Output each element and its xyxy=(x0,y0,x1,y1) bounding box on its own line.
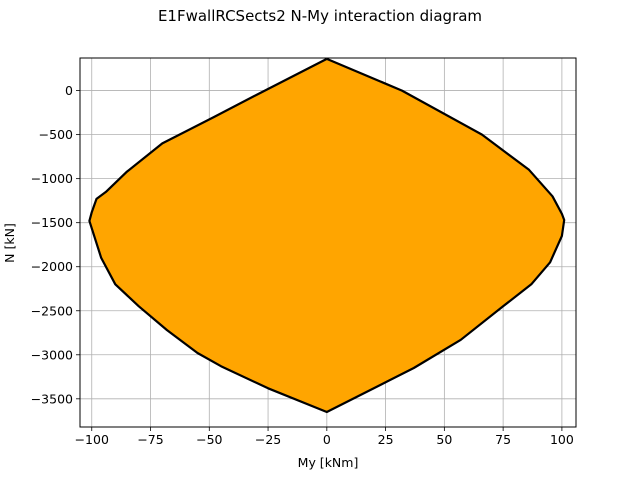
x-axis-label: My [kNm] xyxy=(298,455,359,470)
y-tick-label: −3000 xyxy=(31,347,73,362)
x-tick-label: −75 xyxy=(137,432,163,447)
x-tick-label: 100 xyxy=(550,432,574,447)
x-tick-label: 50 xyxy=(436,432,452,447)
x-axis-ticks: −100 −75 −50 −25 0 25 50 75 100 xyxy=(75,427,574,447)
x-tick-label: −50 xyxy=(196,432,222,447)
chart-title: E1FwallRCSects2 N-My interaction diagram xyxy=(158,7,482,25)
x-tick-label: 75 xyxy=(495,432,511,447)
y-tick-label: −2000 xyxy=(31,259,73,274)
plot-frame xyxy=(79,57,577,428)
x-tick-label: −25 xyxy=(255,432,281,447)
y-tick-label: −1500 xyxy=(31,215,73,230)
plot-data xyxy=(88,57,566,414)
y-axis-ticks: 0 −500 −1000 −1500 −2000 −2500 −3000 −3500 xyxy=(31,83,80,406)
y-tick-label: −1000 xyxy=(31,171,73,186)
interaction-curve xyxy=(88,57,566,414)
y-tick-label: −3500 xyxy=(31,391,73,406)
y-tick-label: 0 xyxy=(65,83,73,98)
y-tick-label: −2500 xyxy=(31,303,73,318)
x-tick-label: −100 xyxy=(75,432,109,447)
x-tick-label: 0 xyxy=(323,432,331,447)
x-tick-label: 25 xyxy=(378,432,394,447)
y-tick-label: −500 xyxy=(39,127,73,142)
y-axis-label: N [kN] xyxy=(2,223,17,263)
interaction-area-fill xyxy=(89,58,565,413)
